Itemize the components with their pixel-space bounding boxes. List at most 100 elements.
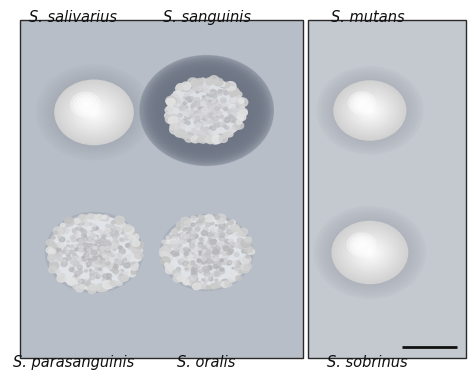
Circle shape: [72, 250, 75, 253]
Circle shape: [57, 274, 66, 282]
Circle shape: [184, 87, 189, 91]
Circle shape: [198, 107, 203, 111]
Circle shape: [187, 97, 192, 101]
Circle shape: [71, 92, 100, 117]
Circle shape: [157, 70, 256, 151]
Circle shape: [219, 93, 222, 95]
Circle shape: [62, 258, 67, 262]
Circle shape: [206, 251, 209, 254]
Circle shape: [121, 261, 123, 263]
Circle shape: [57, 235, 61, 238]
Circle shape: [203, 231, 205, 233]
Circle shape: [184, 267, 190, 271]
Circle shape: [105, 283, 109, 287]
Circle shape: [205, 90, 209, 93]
Circle shape: [94, 258, 98, 261]
Circle shape: [208, 251, 214, 256]
Circle shape: [211, 139, 219, 144]
Circle shape: [146, 61, 267, 160]
Circle shape: [198, 86, 204, 91]
Circle shape: [201, 109, 207, 113]
Circle shape: [172, 234, 176, 238]
Circle shape: [208, 252, 211, 255]
Circle shape: [195, 109, 201, 114]
Circle shape: [202, 252, 205, 255]
Circle shape: [204, 120, 209, 124]
Circle shape: [90, 259, 92, 261]
Circle shape: [358, 101, 382, 120]
Circle shape: [190, 231, 195, 235]
Circle shape: [60, 223, 65, 227]
Circle shape: [85, 269, 88, 272]
Circle shape: [105, 230, 108, 233]
Circle shape: [77, 227, 80, 229]
Circle shape: [69, 250, 73, 253]
Circle shape: [348, 92, 375, 114]
Circle shape: [190, 239, 195, 243]
Circle shape: [113, 267, 117, 270]
Circle shape: [235, 266, 240, 271]
Circle shape: [93, 254, 97, 257]
Circle shape: [218, 248, 220, 250]
Circle shape: [187, 264, 192, 269]
Circle shape: [82, 256, 84, 258]
Circle shape: [98, 268, 102, 272]
Circle shape: [215, 249, 217, 251]
Circle shape: [191, 267, 196, 271]
Circle shape: [197, 263, 201, 265]
Circle shape: [96, 214, 103, 220]
Circle shape: [99, 244, 106, 250]
Circle shape: [234, 242, 241, 248]
Circle shape: [89, 250, 95, 255]
Circle shape: [239, 270, 243, 274]
Bar: [20, 20, 303, 358]
Circle shape: [191, 281, 197, 285]
Circle shape: [163, 254, 173, 262]
Circle shape: [188, 221, 191, 224]
Circle shape: [190, 239, 196, 244]
Circle shape: [90, 250, 92, 252]
Circle shape: [88, 249, 90, 250]
Circle shape: [179, 125, 184, 129]
Circle shape: [46, 239, 54, 245]
Circle shape: [54, 245, 60, 250]
Circle shape: [75, 271, 81, 276]
Circle shape: [176, 222, 184, 228]
Circle shape: [91, 230, 93, 232]
Circle shape: [97, 250, 103, 255]
Circle shape: [88, 223, 91, 225]
Circle shape: [221, 99, 226, 103]
Circle shape: [100, 284, 109, 291]
Circle shape: [178, 127, 184, 131]
Circle shape: [174, 120, 180, 125]
Circle shape: [210, 254, 217, 259]
Circle shape: [109, 239, 110, 241]
Circle shape: [206, 245, 210, 249]
Circle shape: [180, 87, 185, 90]
Circle shape: [200, 108, 202, 110]
Circle shape: [111, 221, 115, 224]
Circle shape: [100, 242, 103, 245]
Circle shape: [215, 103, 218, 105]
Circle shape: [208, 105, 213, 108]
Circle shape: [213, 263, 219, 267]
Circle shape: [202, 104, 209, 109]
Circle shape: [93, 249, 98, 253]
Circle shape: [360, 244, 380, 261]
Circle shape: [114, 271, 120, 275]
Circle shape: [221, 241, 228, 247]
Circle shape: [120, 275, 127, 280]
Circle shape: [228, 110, 233, 114]
Circle shape: [59, 237, 65, 242]
Circle shape: [79, 240, 83, 243]
Circle shape: [108, 262, 110, 264]
Circle shape: [100, 238, 105, 242]
Circle shape: [184, 110, 189, 114]
Circle shape: [210, 230, 212, 232]
Circle shape: [219, 115, 223, 118]
Circle shape: [88, 252, 93, 256]
Circle shape: [86, 256, 91, 260]
Circle shape: [188, 229, 191, 231]
Circle shape: [63, 260, 66, 263]
Circle shape: [73, 95, 115, 130]
